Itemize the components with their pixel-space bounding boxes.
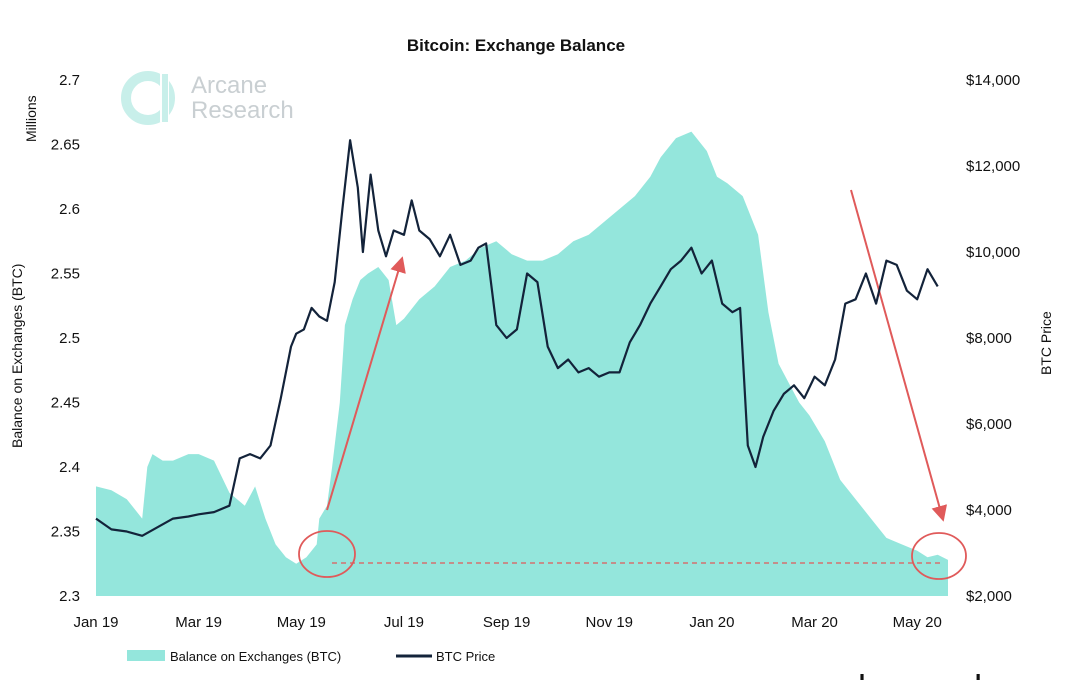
left-tick-label: 2.65 — [51, 137, 80, 154]
x-axis-ticks: Jan 19 Mar 19 May 19 Jul 19 Sep 19 Nov 19 Jan … — [73, 614, 941, 631]
right-tick-label: $10,000 — [966, 244, 1020, 261]
balance-area — [96, 131, 948, 596]
x-tick-label: Nov 19 — [585, 614, 633, 631]
right-axis-label: BTC Price — [1038, 311, 1054, 375]
logo-line1: Arcane — [191, 72, 267, 99]
left-tick-label: 2.3 — [59, 588, 80, 605]
logo-bar-icon-inner — [162, 74, 168, 122]
left-tick-label: 2.7 — [59, 72, 80, 89]
glassnode-watermark: glassnode — [838, 667, 1002, 680]
x-tick-label: Mar 19 — [175, 614, 222, 631]
left-tick-label: 2.35 — [51, 524, 80, 541]
price-line-layer — [95, 139, 939, 537]
left-tick-label: 2.4 — [59, 459, 80, 476]
x-tick-label: Mar 20 — [791, 614, 838, 631]
right-axis-ticks: $2,000 $4,000 $6,000 $8,000 $10,000 $12,000 $1… — [966, 72, 1020, 605]
left-axis-units: Millions — [23, 95, 39, 142]
x-tick-label: Jul 19 — [384, 614, 424, 631]
left-axis-label: Balance on Exchanges (BTC) — [9, 264, 25, 448]
right-tick-label: $6,000 — [966, 416, 1012, 433]
legend-label-price: BTC Price — [436, 649, 495, 664]
left-axis-ticks: 2.3 2.35 2.4 2.45 2.5 2.55 2.6 2.65 2.7 — [51, 72, 80, 605]
logo-line2: Research — [191, 97, 294, 124]
left-tick-label: 2.45 — [51, 395, 80, 412]
right-tick-label: $8,000 — [966, 330, 1012, 347]
left-tick-label: 2.6 — [59, 201, 80, 218]
low-circle-left — [298, 530, 356, 578]
left-tick-label: 2.55 — [51, 266, 80, 283]
rise-arrow — [326, 256, 406, 511]
left-tick-label: 2.5 — [59, 330, 80, 347]
right-tick-label: $12,000 — [966, 158, 1020, 175]
decline-arrow — [850, 189, 948, 522]
x-tick-label: Jan 20 — [689, 614, 734, 631]
annotation-layer — [298, 189, 967, 580]
arcane-research-logo: Arcane Research — [121, 71, 294, 125]
x-tick-label: Sep 19 — [483, 614, 531, 631]
legend-swatch-balance — [127, 650, 165, 661]
right-tick-label: $14,000 — [966, 72, 1020, 89]
legend-label-balance: Balance on Exchanges (BTC) — [170, 649, 341, 664]
btc-price-line — [95, 139, 939, 537]
right-tick-label: $4,000 — [966, 502, 1012, 519]
logo-ring-icon — [121, 71, 175, 125]
legend: Balance on Exchanges (BTC) BTC Price — [127, 649, 495, 664]
x-tick-label: May 20 — [893, 614, 942, 631]
chart-title: Bitcoin: Exchange Balance — [407, 36, 625, 55]
right-tick-label: $2,000 — [966, 588, 1012, 605]
low-circle-right — [911, 532, 967, 580]
balance-area-layer — [96, 131, 948, 596]
x-tick-label: May 19 — [277, 614, 326, 631]
x-tick-label: Jan 19 — [73, 614, 118, 631]
